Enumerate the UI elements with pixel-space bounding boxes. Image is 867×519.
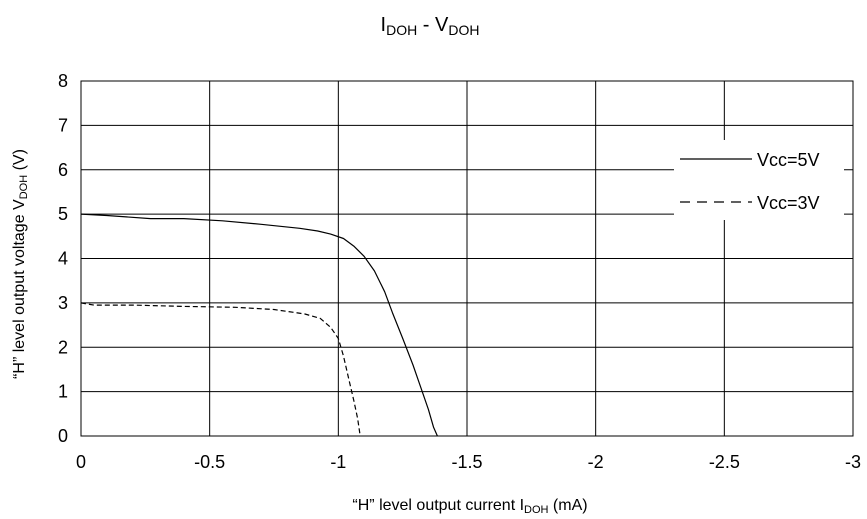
x-tick-label: -2: [588, 452, 604, 472]
legend-label-vcc3: Vcc=3V: [757, 193, 820, 213]
y-tick-labels: 0 1 2 3 4 5 6 7 8: [58, 71, 68, 446]
x-tick-label: -2.5: [709, 452, 740, 472]
y-axis-label-suffix: (V): [11, 149, 28, 175]
y-axis-label-prefix: “H” level output voltage V: [11, 199, 28, 379]
plot-frame: [80, 80, 854, 437]
y-tick-label: 0: [58, 426, 68, 446]
chart-title-mid: - V: [417, 14, 449, 36]
x-tick-label: -1.5: [451, 452, 482, 472]
chart-title-sub-1: DOH: [386, 22, 417, 38]
chart-title-sub-2: DOH: [448, 22, 479, 38]
y-axis-label-sub: DOH: [18, 175, 30, 200]
x-tick-label: -1: [330, 452, 346, 472]
grid: [80, 80, 854, 437]
x-axis-label: “H” level output current IDOH (mA): [352, 497, 587, 516]
series-lines: [80, 213, 438, 437]
chart-title-main: I: [381, 14, 387, 36]
legend-background: [674, 140, 844, 220]
y-tick-label: 6: [58, 160, 68, 180]
y-axis-label: “H” level output voltage VDOH (V): [11, 149, 30, 379]
x-tick-label: -3: [845, 452, 861, 472]
series-line-vcc3: [80, 302, 361, 437]
x-axis-label-prefix: “H” level output current I: [352, 497, 524, 514]
y-tick-label: 4: [58, 249, 68, 269]
legend-label-vcc5: Vcc=5V: [757, 150, 820, 170]
y-tick-label: 7: [58, 115, 68, 135]
x-tick-label: 0: [76, 452, 86, 472]
x-tick-label: -0.5: [194, 452, 225, 472]
series-line-vcc5: [80, 213, 438, 437]
y-tick-label: 8: [58, 71, 68, 91]
legend: Vcc=5V Vcc=3V: [674, 140, 844, 220]
y-tick-label: 1: [58, 382, 68, 402]
x-tick-labels: 0 -0.5 -1 -1.5 -2 -2.5 -3: [76, 452, 861, 472]
x-axis-label-sub: DOH: [524, 504, 549, 516]
y-tick-label: 2: [58, 337, 68, 357]
y-tick-label: 5: [58, 204, 68, 224]
chart-title: IDOH - VDOH: [381, 14, 480, 38]
x-axis-label-suffix: (mA): [548, 497, 587, 514]
y-tick-label: 3: [58, 293, 68, 313]
